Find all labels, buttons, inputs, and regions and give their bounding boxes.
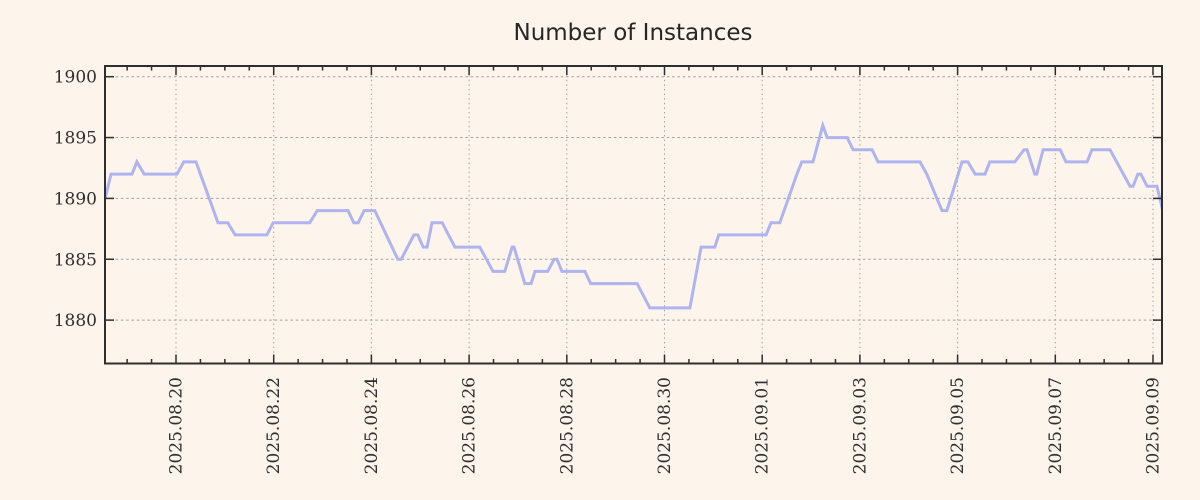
x-tick-label: 2025.08.26: [460, 377, 480, 474]
x-tick-label: 2025.08.28: [557, 377, 577, 474]
x-tick-label: 2025.08.24: [362, 377, 382, 474]
x-tick-label: 2025.09.01: [753, 377, 773, 474]
grid-lines: [105, 66, 1162, 364]
x-tick-label: 2025.08.20: [167, 377, 187, 474]
x-tick-label: 2025.08.30: [655, 377, 675, 474]
data-series: [105, 120, 1162, 310]
y-tick-label: 1890: [54, 189, 97, 209]
x-tick-label: 2025.09.05: [948, 377, 968, 474]
y-tick-label: 1895: [54, 129, 97, 149]
x-tick-label: 2025.09.09: [1144, 377, 1164, 474]
y-tick-label: 1880: [54, 311, 97, 331]
plot-border: [104, 65, 1163, 365]
x-tick-label: 2025.09.03: [850, 377, 870, 474]
y-tick-label: 1900: [54, 68, 97, 88]
chart-title: Number of Instances: [514, 20, 753, 46]
y-tick-label: 1885: [54, 250, 97, 270]
x-tick-label: 2025.08.22: [264, 377, 284, 474]
x-tick-label: 2025.09.07: [1046, 377, 1066, 474]
axes: [104, 65, 1163, 365]
axis-labels: 2025.08.20 2025.08.22 2025.08.24 2025.08.26…: [54, 68, 1164, 475]
series-line: [105, 120, 1162, 310]
